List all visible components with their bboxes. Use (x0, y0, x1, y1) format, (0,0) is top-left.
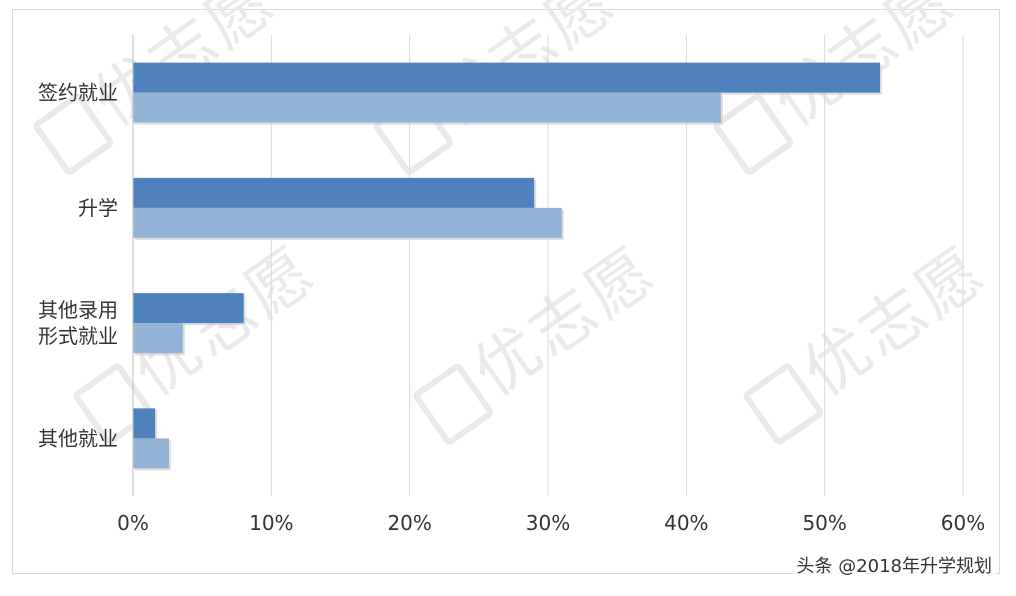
bar (133, 177, 535, 208)
category-label: 其他就业 (38, 426, 118, 450)
category-label: 其他录用 (38, 298, 118, 322)
x-tick-label: 50% (802, 511, 846, 535)
bar (133, 62, 880, 93)
x-tick-label: 0% (117, 511, 149, 535)
source-credit: 头条 @2018年升学规划 (792, 552, 996, 578)
bar (133, 438, 169, 469)
category-label: 形式就业 (38, 324, 118, 348)
category-label: 签约就业 (38, 81, 118, 105)
x-tick-label: 30% (526, 511, 570, 535)
x-tick-label: 40% (664, 511, 708, 535)
bar (133, 293, 244, 324)
x-tick-label: 20% (387, 511, 431, 535)
bar (133, 323, 183, 354)
x-tick-label: 60% (941, 511, 985, 535)
bar (133, 92, 721, 123)
bar (133, 408, 156, 439)
category-label: 升学 (78, 196, 118, 220)
bar (133, 207, 562, 238)
bars (133, 62, 882, 471)
x-tick-label: 10% (249, 511, 293, 535)
axes: 0% 10% 20% 30% 40% 50% 60% (117, 35, 985, 535)
